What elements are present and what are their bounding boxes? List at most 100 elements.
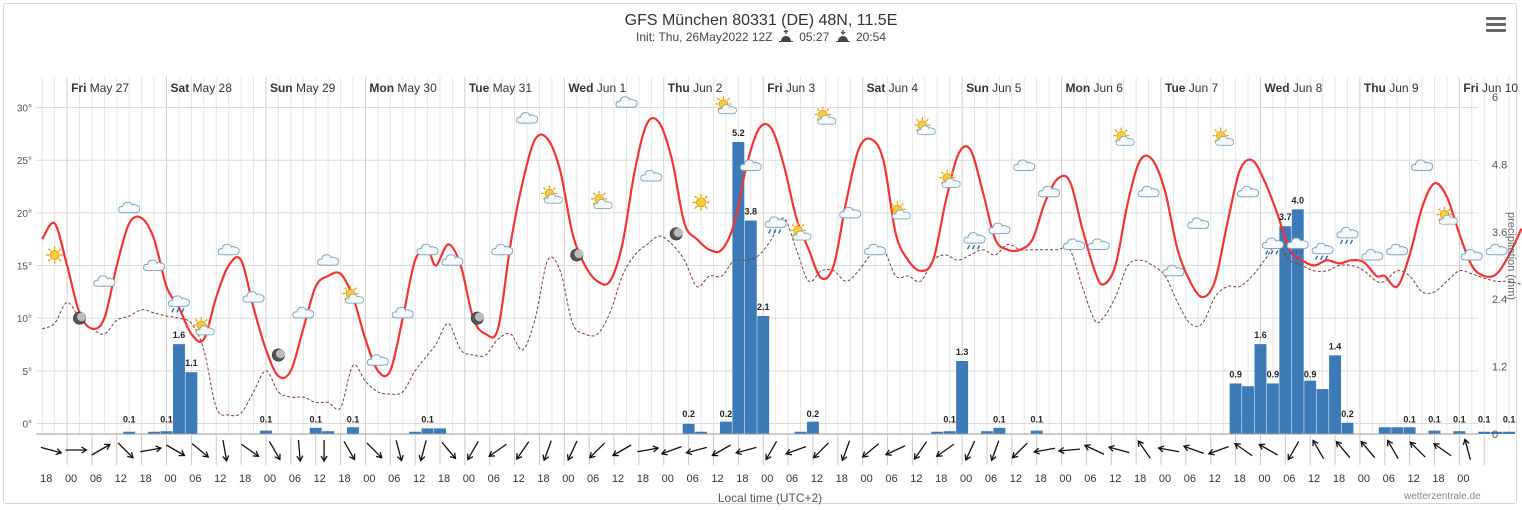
precip-bar bbox=[1478, 431, 1491, 434]
wind-arrow-icon bbox=[1233, 442, 1253, 457]
cloud-icon bbox=[1237, 185, 1260, 198]
precip-label: 0.1 bbox=[1030, 414, 1043, 424]
wind-arrow-icon bbox=[884, 445, 906, 456]
rain-cloud-icon bbox=[764, 216, 787, 234]
precip-label: 0.1 bbox=[421, 414, 434, 424]
precip-bar bbox=[148, 431, 161, 434]
moon-icon bbox=[271, 348, 286, 362]
x-hour-tick: 00 bbox=[65, 473, 77, 485]
x-hour-tick: 00 bbox=[363, 473, 375, 485]
wind-arrow-icon bbox=[1386, 439, 1399, 459]
wind-arrow-icon bbox=[611, 444, 632, 457]
x-hour-tick: 12 bbox=[1109, 473, 1121, 485]
x-hour-tick: 12 bbox=[314, 473, 326, 485]
precip-label: 0.1 bbox=[1503, 414, 1516, 424]
x-hour-tick: 12 bbox=[413, 473, 425, 485]
x-hour-tick: 12 bbox=[512, 473, 524, 485]
precip-label: 0.1 bbox=[160, 414, 173, 424]
precip-label: 5.2 bbox=[732, 128, 745, 138]
precip-label: 0.1 bbox=[1453, 414, 1466, 424]
precip-label: 0.1 bbox=[309, 414, 322, 424]
precip-label: 0.2 bbox=[682, 409, 695, 419]
x-hour-tick: 18 bbox=[40, 473, 52, 485]
precip-label: 2.1 bbox=[757, 302, 770, 312]
x-hour-tick: 18 bbox=[338, 473, 350, 485]
precipitation-labels: 0.1 0.1 1.6 1.1 0.1 0.1 0.1 0.1 0.2 0.2 5.2 3.8 2.1 0… bbox=[123, 128, 1515, 424]
y-left-tick: 0° bbox=[22, 419, 32, 430]
wind-arrow-icon bbox=[343, 441, 356, 461]
x-hour-tick: 00 bbox=[1258, 473, 1270, 485]
wind-arrow-icon bbox=[840, 440, 851, 462]
precip-bar bbox=[993, 427, 1006, 434]
wind-arrow-icon bbox=[91, 443, 112, 456]
cloud-icon bbox=[1485, 243, 1508, 256]
day-label: Fri Jun 3 bbox=[767, 81, 815, 95]
wind-arrows bbox=[40, 438, 1472, 463]
x-hour-tick: 12 bbox=[115, 473, 127, 485]
precip-bar bbox=[1316, 389, 1329, 434]
cloud-icon bbox=[615, 96, 638, 108]
wind-arrow-icon bbox=[784, 445, 807, 456]
x-hour-tick: 00 bbox=[662, 473, 674, 485]
precip-label: 0.1 bbox=[347, 414, 360, 424]
day-label: Tue May 31 bbox=[469, 81, 532, 95]
x-hour-tick: 12 bbox=[1010, 473, 1022, 485]
precip-bar bbox=[1291, 209, 1304, 434]
wind-arrow-icon bbox=[65, 446, 88, 454]
credit-text[interactable]: wetterzentrale.de bbox=[1404, 491, 1481, 502]
x-axis-title: Local time (UTC+2) bbox=[718, 491, 822, 505]
cloud-icon bbox=[1137, 185, 1160, 198]
precip-bar bbox=[185, 372, 198, 434]
precip-bar bbox=[719, 421, 732, 434]
wind-arrow-icon bbox=[1011, 442, 1028, 459]
wind-arrow-icon bbox=[1033, 447, 1056, 455]
chart-frame bbox=[3, 3, 1517, 504]
y-left-tick: 25° bbox=[17, 156, 32, 167]
chart-title: GFS München 80331 (DE) 48N, 11.5E bbox=[624, 12, 898, 29]
x-hour-tick: 12 bbox=[612, 473, 624, 485]
cloud-icon bbox=[242, 291, 265, 303]
precip-bar bbox=[1254, 344, 1267, 434]
x-hour-tick: 12 bbox=[910, 473, 922, 485]
hamburger-menu-icon[interactable] bbox=[1486, 17, 1506, 33]
x-hour-tick: 00 bbox=[562, 473, 574, 485]
x-hour-tick: 18 bbox=[438, 473, 450, 485]
day-label: Thu Jun 9 bbox=[1364, 81, 1419, 95]
precip-label: 0.1 bbox=[1403, 414, 1416, 424]
rain-cloud-icon bbox=[1286, 237, 1309, 255]
wind-arrow-icon bbox=[1335, 440, 1351, 459]
precip-bar bbox=[421, 428, 434, 434]
precip-label: 0.1 bbox=[1428, 414, 1441, 424]
precip-label: 3.7 bbox=[1279, 212, 1292, 222]
x-hour-tick: 12 bbox=[1408, 473, 1420, 485]
precip-bar bbox=[1453, 431, 1466, 434]
x-hour-tick: 18 bbox=[1134, 473, 1146, 485]
precip-label: 0.1 bbox=[1478, 414, 1491, 424]
precip-bar bbox=[1403, 427, 1416, 434]
precip-bar bbox=[1490, 431, 1503, 434]
wind-arrow-icon bbox=[395, 440, 404, 462]
x-hour-tick: 18 bbox=[1233, 473, 1245, 485]
x-hour-tick: 00 bbox=[1059, 473, 1071, 485]
rain-cloud-icon bbox=[963, 232, 986, 250]
x-hour-tick: 18 bbox=[1035, 473, 1047, 485]
x-hour-tick: 18 bbox=[736, 473, 748, 485]
wind-arrow-icon bbox=[989, 440, 1000, 462]
day-label: Fri Jun 10 bbox=[1463, 81, 1518, 95]
cloud-icon bbox=[391, 306, 414, 319]
precip-bar bbox=[347, 427, 359, 434]
cloud-icon bbox=[317, 254, 340, 266]
day-label: Wed Jun 1 bbox=[568, 81, 626, 95]
precip-label: 0.9 bbox=[1304, 369, 1317, 379]
cloud-icon bbox=[1361, 248, 1384, 261]
x-hour-tick: 06 bbox=[786, 473, 798, 485]
precip-bar bbox=[931, 431, 944, 434]
cloud-icon bbox=[839, 206, 862, 219]
precip-bar bbox=[1266, 383, 1279, 434]
x-hour-tick: 06 bbox=[587, 473, 599, 485]
precip-bar bbox=[1341, 422, 1354, 434]
rain-cloud-icon bbox=[1261, 237, 1284, 255]
precip-bar bbox=[806, 421, 819, 434]
wind-arrow-icon bbox=[515, 441, 530, 461]
wind-arrow-icon bbox=[1312, 439, 1325, 459]
